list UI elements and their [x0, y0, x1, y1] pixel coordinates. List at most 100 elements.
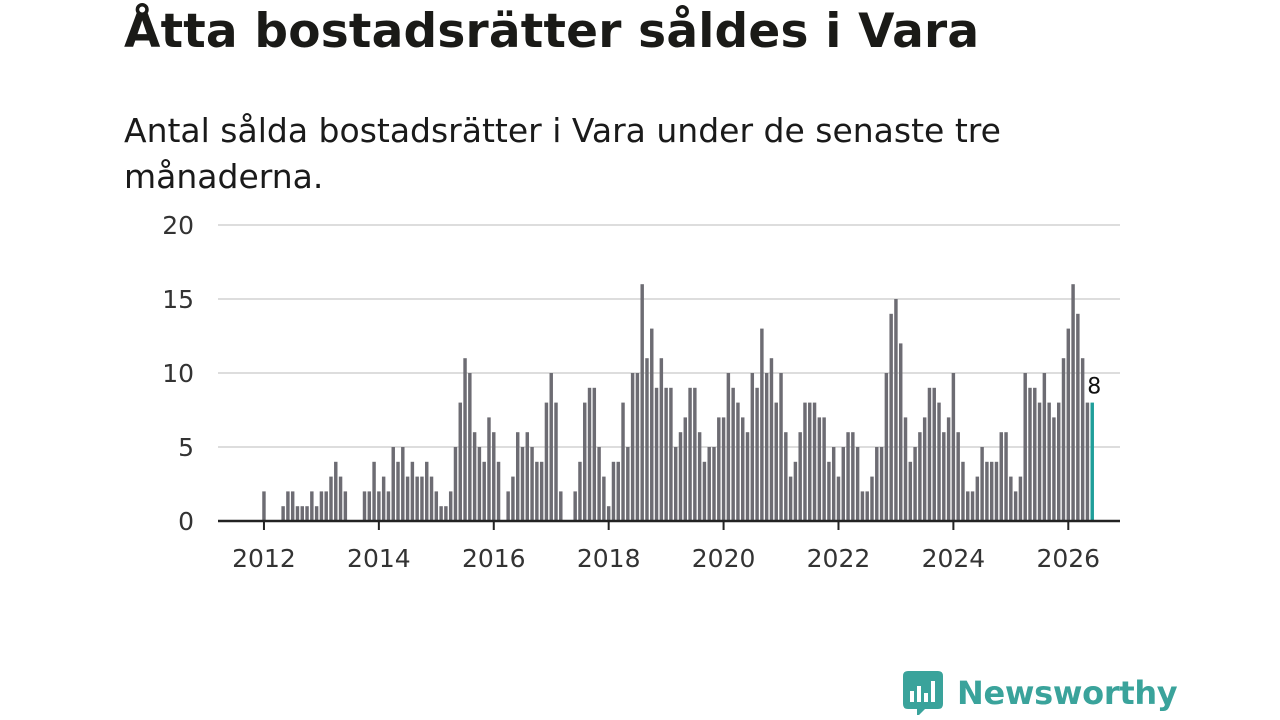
bar	[884, 373, 889, 521]
x-tick-label: 2024	[922, 544, 986, 573]
bar	[377, 491, 381, 521]
bar	[606, 506, 611, 521]
bar	[286, 491, 290, 521]
bar	[855, 447, 860, 521]
bar	[611, 461, 616, 521]
bar	[1052, 417, 1056, 521]
newsworthy-logo[interactable]: Newsworthy	[903, 671, 1178, 715]
bar	[453, 447, 458, 521]
bar	[664, 387, 668, 521]
bar	[707, 447, 711, 521]
bar	[860, 491, 865, 521]
bar	[626, 447, 630, 521]
bar	[1028, 387, 1032, 521]
bar	[745, 432, 750, 521]
bar	[956, 432, 960, 521]
data-label-latest: 8	[1087, 375, 1101, 400]
bar	[788, 476, 793, 521]
bar	[736, 402, 740, 521]
bar	[525, 432, 530, 521]
bar	[300, 506, 304, 521]
bar	[319, 491, 324, 521]
bar	[458, 402, 462, 521]
bar	[721, 417, 726, 521]
bar	[1009, 476, 1013, 521]
bar	[338, 476, 343, 521]
bar	[386, 491, 391, 521]
bar	[798, 432, 802, 521]
bar	[731, 387, 735, 521]
bar	[583, 402, 587, 521]
bar	[573, 491, 577, 521]
bar	[1037, 402, 1042, 521]
bar	[951, 373, 956, 521]
grid-lines	[218, 224, 1120, 448]
bar-chart: 0 5 10 15 20 8 2012 2014 2016 2018 2020 2022 2024 202…	[162, 211, 1120, 573]
bar	[1004, 432, 1008, 521]
bar	[846, 432, 850, 521]
y-tick-label: 20	[162, 211, 194, 240]
bar	[726, 373, 731, 521]
x-tick-label: 2018	[577, 544, 641, 573]
bar	[1042, 373, 1047, 521]
chart-title: Åtta bostadsrätter såldes i Vara	[124, 4, 980, 59]
bar	[717, 417, 721, 521]
bar	[305, 506, 309, 521]
bar	[875, 447, 879, 521]
bar	[985, 461, 989, 521]
bar	[688, 387, 692, 521]
bar	[712, 447, 716, 521]
bar	[970, 491, 975, 521]
bar	[578, 461, 582, 521]
bar	[621, 402, 625, 521]
bar	[1066, 328, 1071, 521]
bar	[1013, 491, 1018, 521]
bar	[870, 476, 874, 521]
bar	[630, 373, 635, 521]
bar	[899, 343, 903, 521]
bar	[937, 402, 941, 521]
bar	[764, 373, 769, 521]
bar	[865, 491, 869, 521]
bar	[448, 491, 453, 521]
bar	[616, 461, 620, 521]
bar	[1076, 313, 1080, 521]
bar	[774, 402, 778, 521]
bar	[549, 373, 553, 521]
bar	[1056, 402, 1061, 521]
bar	[673, 447, 678, 521]
bar	[894, 299, 898, 521]
bar	[831, 447, 836, 521]
bar	[927, 387, 932, 521]
bar-latest	[1090, 402, 1094, 521]
bar	[741, 417, 745, 521]
bar	[812, 402, 817, 521]
bar	[755, 387, 759, 521]
bar	[1080, 358, 1085, 521]
bar	[932, 387, 936, 521]
bar	[1018, 476, 1023, 521]
bar	[539, 461, 544, 521]
bars	[262, 284, 1094, 521]
newsworthy-logo-icon	[903, 671, 943, 715]
bar	[535, 461, 539, 521]
bar	[678, 432, 683, 521]
bar	[683, 417, 687, 521]
bar	[391, 447, 395, 521]
bar	[281, 506, 285, 521]
bar	[343, 491, 348, 521]
bar	[602, 476, 606, 521]
axes	[218, 519, 1120, 530]
bar	[544, 402, 549, 521]
bar	[314, 506, 319, 521]
bar	[290, 491, 295, 521]
bar	[697, 432, 702, 521]
y-tick-label: 15	[162, 285, 194, 314]
bar	[425, 461, 429, 521]
bar	[808, 402, 812, 521]
bar	[645, 358, 649, 521]
bar	[946, 417, 951, 521]
y-tick-label: 0	[178, 507, 194, 536]
bar	[994, 461, 999, 521]
bar	[472, 432, 477, 521]
